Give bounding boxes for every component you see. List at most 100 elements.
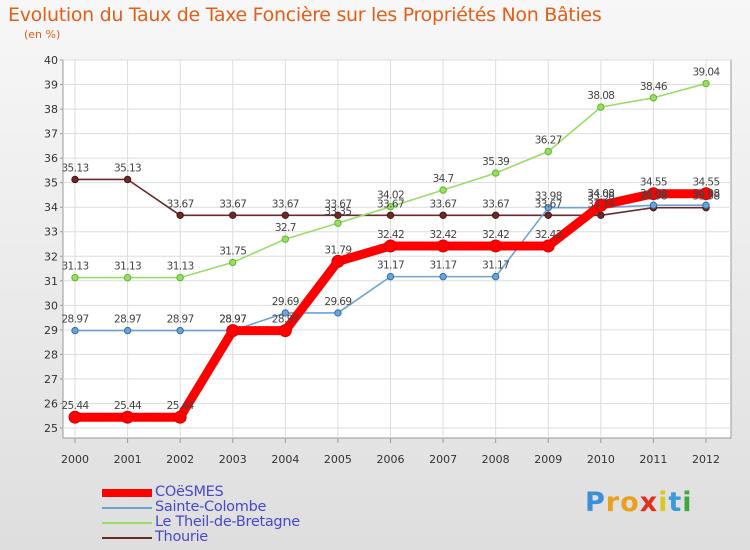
data-point bbox=[491, 211, 500, 219]
data-point bbox=[491, 272, 500, 281]
data-label: 28.97 bbox=[219, 314, 246, 326]
y-tick-label: 30 bbox=[44, 299, 58, 312]
data-label: 34.08 bbox=[692, 188, 719, 200]
data-point bbox=[594, 198, 608, 212]
data-label: 34.7 bbox=[433, 173, 454, 185]
brand-letter: P bbox=[585, 487, 606, 518]
data-label: 31.79 bbox=[324, 244, 351, 256]
y-tick-label: 36 bbox=[44, 152, 58, 165]
brand-letter: r bbox=[605, 487, 621, 518]
legend-label: Thourie bbox=[155, 529, 208, 545]
data-point bbox=[436, 239, 450, 253]
x-tick-label: 2007 bbox=[429, 453, 457, 466]
data-point bbox=[699, 187, 713, 201]
legend-label: Sainte-Colombe bbox=[155, 499, 267, 515]
data-point bbox=[334, 219, 342, 227]
y-tick-label: 38 bbox=[44, 103, 58, 116]
data-point bbox=[702, 79, 710, 88]
data-point bbox=[386, 203, 395, 211]
data-point bbox=[334, 309, 342, 317]
data-label: 32.7 bbox=[275, 222, 296, 234]
data-label: 35.13 bbox=[61, 162, 88, 174]
data-label: 31.13 bbox=[114, 261, 141, 273]
data-point bbox=[281, 211, 290, 219]
data-point bbox=[334, 211, 342, 219]
x-tick-label: 2002 bbox=[166, 453, 194, 466]
data-label: 33.67 bbox=[535, 198, 562, 210]
data-point bbox=[71, 175, 79, 184]
y-tick-label: 31 bbox=[44, 275, 58, 288]
data-label: 38.08 bbox=[587, 90, 614, 102]
data-point bbox=[489, 239, 503, 253]
data-point bbox=[384, 239, 397, 253]
brand-letter: x bbox=[639, 487, 659, 518]
data-point bbox=[121, 410, 135, 424]
x-tick-label: 2005 bbox=[324, 453, 352, 466]
chart-title: Evolution du Taux de Taxe Foncière sur l… bbox=[8, 4, 602, 26]
x-tick-label: 2008 bbox=[482, 453, 510, 466]
data-point bbox=[649, 201, 658, 209]
x-tick-label: 2010 bbox=[587, 453, 615, 466]
data-label: 33.98 bbox=[692, 191, 719, 203]
brand-letter: o bbox=[620, 487, 640, 518]
y-tick-label: 27 bbox=[44, 373, 58, 386]
data-point bbox=[646, 187, 660, 201]
data-point bbox=[331, 254, 345, 268]
data-point bbox=[71, 273, 79, 282]
x-tick-label: 2004 bbox=[271, 453, 299, 466]
data-point bbox=[544, 211, 552, 219]
data-point bbox=[71, 326, 79, 335]
data-label: 28.97 bbox=[219, 314, 246, 326]
data-point bbox=[439, 272, 447, 281]
data-point bbox=[649, 94, 658, 102]
data-label: 32.42 bbox=[535, 229, 562, 241]
data-label: 33.67 bbox=[167, 198, 194, 210]
y-tick-label: 32 bbox=[44, 250, 58, 263]
data-point bbox=[281, 235, 290, 243]
brand-letter: i bbox=[658, 487, 669, 518]
data-point bbox=[123, 175, 132, 184]
data-point bbox=[176, 211, 184, 219]
legend-label: COëSMES bbox=[155, 484, 224, 500]
y-tick-label: 26 bbox=[44, 397, 58, 410]
data-label: 31.75 bbox=[219, 245, 246, 257]
legend-item: Sainte-Colombe bbox=[102, 499, 362, 516]
y-tick-label: 33 bbox=[44, 226, 58, 239]
data-label: 35.13 bbox=[114, 162, 141, 174]
data-label: 34.02 bbox=[377, 190, 404, 202]
data-label: 33.67 bbox=[324, 198, 351, 210]
legend-item: COëSMES bbox=[102, 484, 362, 501]
data-point bbox=[439, 186, 447, 194]
legend: COëSMES Sainte-Colombe Le Theil-de-Bretagn… bbox=[102, 484, 362, 546]
data-point bbox=[278, 324, 292, 338]
data-point bbox=[597, 103, 605, 111]
data-point bbox=[541, 239, 555, 253]
data-label: 33.67 bbox=[482, 198, 509, 210]
y-tick-label: 29 bbox=[44, 324, 58, 337]
x-tick-label: 2000 bbox=[61, 453, 89, 466]
data-label: 31.13 bbox=[61, 261, 88, 273]
data-label: 33.35 bbox=[324, 206, 351, 218]
brand-logo: Proxiti bbox=[585, 487, 693, 518]
data-label: 33.98 bbox=[535, 191, 562, 203]
data-point bbox=[439, 211, 447, 219]
data-point bbox=[123, 326, 132, 335]
data-label: 34.08 bbox=[587, 188, 614, 200]
data-label: 28.97 bbox=[272, 314, 299, 326]
data-point bbox=[229, 258, 237, 267]
legend-swatch bbox=[102, 522, 152, 524]
x-tick-label: 2001 bbox=[114, 453, 142, 466]
data-point bbox=[386, 211, 395, 219]
data-label: 35.39 bbox=[482, 156, 509, 168]
x-tick-label: 2003 bbox=[219, 453, 247, 466]
data-point bbox=[176, 326, 184, 335]
x-tick-label: 2006 bbox=[377, 453, 405, 466]
data-point bbox=[281, 309, 290, 317]
x-tick-label: 2009 bbox=[534, 453, 562, 466]
legend-swatch bbox=[102, 507, 152, 509]
data-label: 28.97 bbox=[61, 314, 88, 326]
data-label: 36.27 bbox=[535, 135, 562, 147]
data-label: 31.17 bbox=[482, 260, 509, 272]
data-label: 31.13 bbox=[167, 261, 194, 273]
